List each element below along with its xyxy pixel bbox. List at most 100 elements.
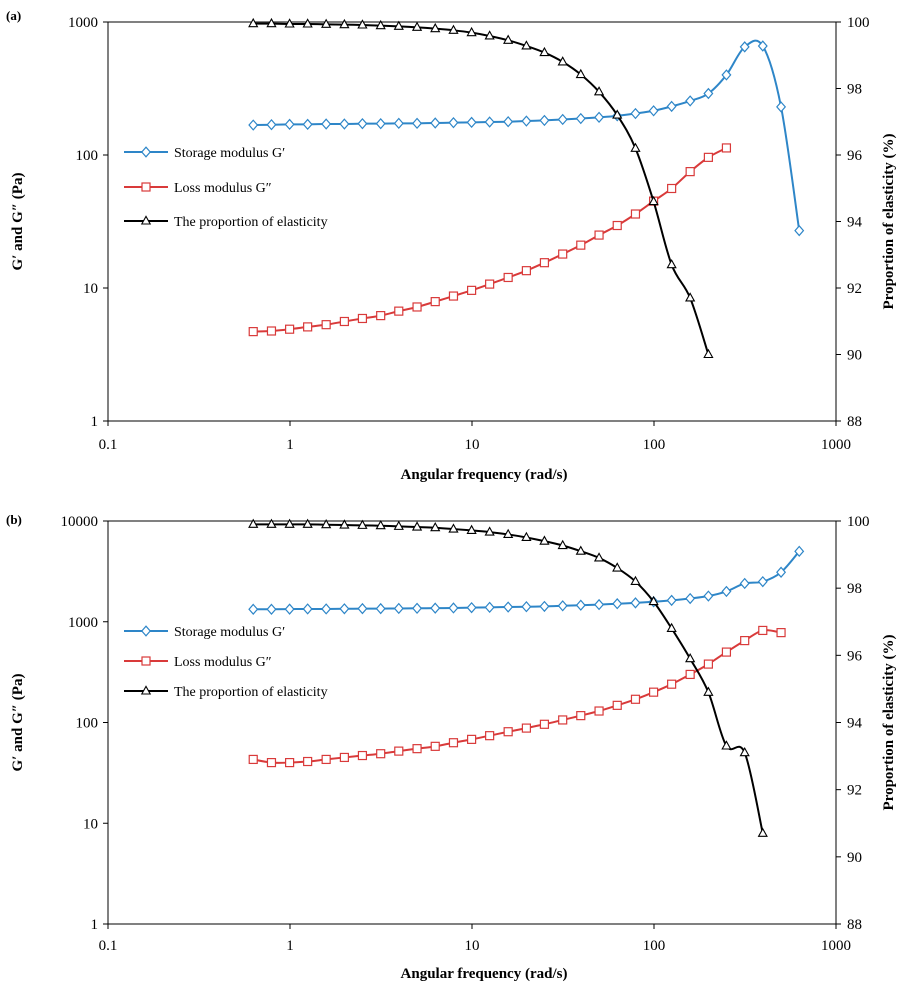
data-point-storage	[757, 575, 768, 588]
data-point-storage	[448, 116, 459, 129]
data-point-loss	[649, 687, 659, 697]
chart-panel-b: 0.1 1 10 100 1000110100100010000889092949698…	[6, 512, 897, 982]
x-tick-label: 100	[643, 437, 666, 453]
data-point-loss	[321, 320, 331, 330]
data-point-storage	[248, 119, 259, 131]
y-right-tick-label: 88	[847, 917, 862, 933]
data-point-storage	[757, 40, 768, 52]
data-point-elasticity	[612, 562, 623, 572]
data-point-loss	[467, 734, 477, 744]
data-point-storage	[430, 117, 441, 129]
data-point-loss	[703, 659, 713, 669]
x-tick-label: 0.1	[99, 938, 118, 954]
y-left-tick-label: 1	[91, 414, 99, 430]
data-point-elasticity	[503, 528, 514, 538]
data-point-storage	[503, 115, 514, 128]
data-point-storage	[739, 577, 750, 590]
legend-entry-elasticity: The proportion of elasticity	[124, 215, 328, 230]
data-point-elasticity	[703, 686, 714, 696]
data-point-loss	[667, 679, 677, 689]
x-tick-label: 1000	[821, 437, 851, 453]
data-point-storage	[375, 117, 386, 130]
data-point-elasticity	[648, 195, 659, 206]
data-point-storage	[375, 602, 386, 615]
x-axis-label: Angular frequency (rad/s)	[401, 467, 568, 483]
y-right-tick-label: 92	[847, 281, 862, 297]
data-point-elasticity	[575, 68, 586, 79]
x-tick-label: 10	[465, 938, 480, 954]
y-right-tick-label: 100	[847, 15, 870, 31]
data-point-storage	[521, 601, 532, 613]
data-point-loss	[485, 279, 495, 289]
legend-marker	[141, 625, 151, 637]
series-elasticity	[248, 17, 714, 359]
y-right-tick-label: 90	[847, 850, 862, 866]
data-point-loss	[576, 711, 586, 721]
data-point-loss	[758, 625, 768, 636]
series-line-loss	[253, 147, 727, 333]
data-point-elasticity	[666, 258, 677, 269]
x-tick-label: 1000	[821, 938, 851, 954]
data-point-elasticity	[302, 18, 313, 28]
data-point-loss	[248, 327, 258, 337]
legend-label: Loss modulus G″	[174, 181, 272, 196]
legend-marker	[140, 685, 152, 695]
data-point-elasticity	[557, 56, 568, 66]
data-point-elasticity	[448, 523, 459, 533]
data-point-loss	[357, 313, 368, 324]
series-elasticity	[248, 518, 768, 837]
data-point-loss	[266, 326, 277, 336]
chart-panel-a: 0.1 1 10 100 10001101001000889092949698100(a…	[6, 8, 897, 483]
series-line-storage	[253, 550, 800, 611]
data-point-elasticity	[448, 24, 459, 34]
data-point-elasticity	[685, 652, 696, 663]
data-point-storage	[321, 603, 332, 615]
data-point-elasticity	[648, 595, 659, 606]
x-tick-label: 1	[286, 938, 294, 954]
data-point-storage	[612, 598, 623, 610]
legend-label: Storage modulus G′	[174, 146, 285, 161]
data-point-loss	[558, 715, 568, 725]
data-point-elasticity	[539, 46, 550, 57]
data-point-elasticity	[521, 40, 532, 50]
y-right-tick-label: 94	[847, 716, 863, 732]
series-loss	[248, 625, 786, 768]
y-left-tick-label: 1000	[68, 615, 98, 631]
data-point-loss	[776, 628, 786, 638]
data-point-loss	[539, 258, 550, 268]
data-point-loss	[558, 249, 568, 259]
data-point-elasticity	[721, 740, 732, 750]
data-point-storage	[339, 118, 350, 130]
y-right-tick-label: 98	[847, 82, 862, 98]
data-point-storage	[557, 113, 568, 126]
legend-entry-loss: Loss modulus G″	[124, 655, 272, 670]
data-point-elasticity	[321, 18, 332, 28]
data-point-loss	[376, 749, 386, 759]
data-point-storage	[721, 585, 732, 598]
data-point-loss	[339, 752, 349, 763]
data-point-elasticity	[539, 535, 550, 545]
x-tick-label: 10	[465, 437, 480, 453]
data-point-storage	[594, 598, 605, 611]
data-point-elasticity	[302, 518, 313, 528]
x-tick-label: 0.1	[99, 437, 118, 453]
data-point-loss	[467, 285, 477, 295]
data-point-elasticity	[739, 746, 750, 757]
data-point-storage	[666, 594, 677, 607]
data-point-elasticity	[375, 19, 386, 30]
data-point-storage	[430, 602, 441, 614]
legend-marker	[141, 146, 151, 158]
data-point-elasticity	[248, 518, 259, 528]
data-point-loss	[285, 324, 295, 334]
data-point-storage	[302, 603, 313, 615]
panel-label: (a)	[6, 8, 21, 23]
data-point-storage	[739, 41, 750, 53]
data-point-storage	[357, 117, 368, 130]
data-point-loss	[248, 754, 258, 765]
data-point-loss	[357, 750, 368, 761]
data-point-loss	[721, 143, 732, 153]
plot-frame	[107, 520, 837, 925]
data-point-storage	[666, 100, 677, 113]
data-point-elasticity	[757, 827, 768, 837]
data-point-storage	[630, 107, 641, 120]
